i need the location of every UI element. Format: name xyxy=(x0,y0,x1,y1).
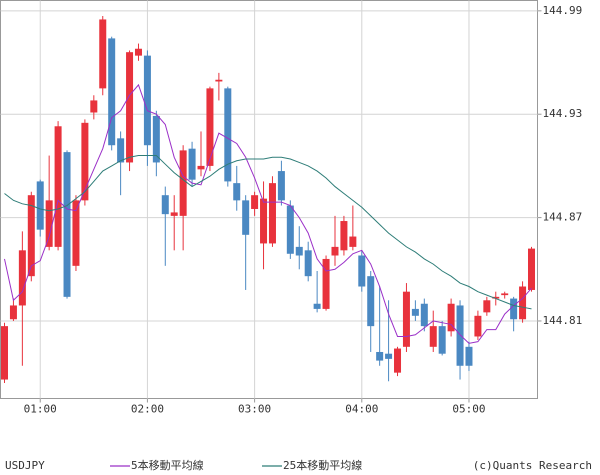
y-tick-label: 144.99 xyxy=(543,4,583,17)
candle-body xyxy=(313,303,321,309)
x-tick-label: 01:00 xyxy=(24,403,57,416)
x-tick-label: 02:00 xyxy=(131,403,164,416)
candle-body xyxy=(304,250,312,277)
candle-body xyxy=(117,138,125,163)
candle-body xyxy=(277,171,285,201)
legend-label: 25本移動平均線 xyxy=(283,458,362,472)
candle-body xyxy=(349,236,357,247)
candle-body xyxy=(519,286,527,320)
candle-body xyxy=(438,326,446,354)
candle-body xyxy=(90,100,98,113)
candle-body xyxy=(242,200,250,235)
candle-body xyxy=(215,79,223,82)
candle-body xyxy=(81,122,89,201)
candle-body xyxy=(108,38,116,146)
candle-body xyxy=(465,346,473,366)
candle-body xyxy=(385,353,393,359)
candle-body xyxy=(528,248,535,290)
x-tick-label: 04:00 xyxy=(345,403,378,416)
candle-body xyxy=(260,198,268,244)
candle-body xyxy=(411,308,419,316)
candle-body xyxy=(18,250,26,306)
candle-body xyxy=(197,165,205,170)
candle-body xyxy=(340,221,348,251)
candle-body xyxy=(358,255,366,287)
candle-body xyxy=(170,212,178,216)
symbol: USDJPY xyxy=(5,459,45,472)
candle-body xyxy=(72,200,80,266)
candle-body xyxy=(331,246,339,256)
candle-body xyxy=(134,48,142,56)
ma-line xyxy=(4,155,532,310)
candle-body xyxy=(367,276,375,327)
candle-body xyxy=(510,298,518,320)
candle-body xyxy=(268,183,276,244)
candle-body xyxy=(474,315,482,337)
candle-body xyxy=(126,52,134,163)
candle-body xyxy=(394,348,402,373)
x-tick-label: 03:00 xyxy=(238,403,271,416)
candle-body xyxy=(233,183,241,201)
legend-label: 5本移動平均線 xyxy=(131,458,204,472)
candle-body xyxy=(322,258,330,309)
candle-body xyxy=(402,291,410,347)
x-tick-label: 05:00 xyxy=(452,403,485,416)
candle-body xyxy=(492,296,500,299)
credit: (c)Quants Research xyxy=(473,459,592,472)
candle-body xyxy=(99,19,107,89)
candle-body xyxy=(483,300,491,313)
candle-body xyxy=(295,246,303,256)
candle-body xyxy=(161,195,169,215)
candle-body xyxy=(224,88,232,182)
candle-body xyxy=(54,126,62,247)
candle-body xyxy=(447,303,455,332)
candle-body xyxy=(206,88,214,166)
candle-body xyxy=(1,326,8,380)
candle-body xyxy=(143,55,151,146)
y-tick-label: 144.87 xyxy=(543,211,583,224)
candle-body xyxy=(429,326,437,347)
y-tick-label: 144.93 xyxy=(543,107,583,120)
candle-body xyxy=(251,195,259,209)
candle-body xyxy=(501,293,509,296)
candle-body xyxy=(27,195,35,277)
y-tick-label: 144.81 xyxy=(543,314,583,327)
candle-body xyxy=(45,200,53,247)
ma-line xyxy=(4,83,532,344)
candle-body xyxy=(286,205,294,254)
candle-body xyxy=(376,351,384,361)
candle-body xyxy=(179,150,187,216)
candle-body xyxy=(188,148,196,180)
candle-body xyxy=(36,181,44,230)
candle-body xyxy=(152,115,160,163)
candle-body xyxy=(456,305,464,366)
candle-body xyxy=(63,152,71,297)
candle-body xyxy=(420,303,428,327)
candle-body xyxy=(9,305,17,320)
